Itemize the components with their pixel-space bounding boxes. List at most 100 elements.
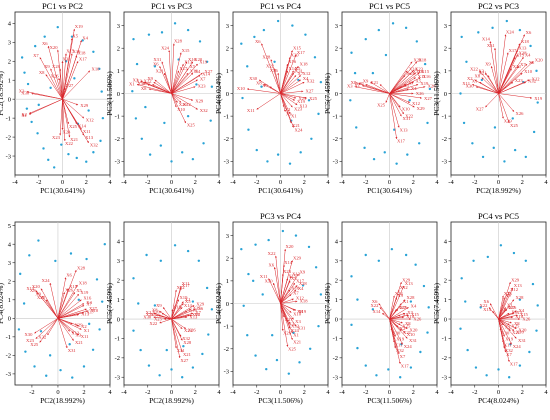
loading-label: X19 [534,96,543,101]
loading-label: X32 [200,108,209,113]
y-tick-label: -1 [224,323,229,330]
loading-arrow [171,287,182,320]
loading-label: X29 [298,96,307,101]
y-tick-label: -3 [442,159,447,166]
loading-label: X11 [462,81,470,86]
y-tick-label: 4 [444,239,448,246]
loading-label: X8 [256,81,262,86]
y-tick-label: 2 [8,59,11,66]
loading-label: X6 [269,262,275,267]
loading-arrow [498,93,515,112]
sample-point [460,277,463,280]
loading-label: X10 [407,332,416,337]
loading-arrow [57,284,78,319]
sample-point [52,166,56,169]
loading-arrow [498,316,514,320]
loading-label: X26 [416,91,425,96]
y-tick-label: -3 [115,159,120,166]
sample-point [364,253,367,257]
loading-label: X2 [285,107,291,112]
sample-point [170,368,173,371]
x-axis-label: PC1(30.641%) [149,186,194,195]
x-tick-label: -2 [363,179,368,186]
y-tick-label: 3 [444,23,447,30]
sample-point [59,368,62,372]
loading-arrow [161,312,172,320]
loading-label: X21 [479,71,488,76]
loading-label: X9 [363,78,369,83]
loading-label: X8 [474,73,480,78]
loading-arrow [498,81,527,94]
sample-point [464,300,467,303]
sample-point [511,117,514,120]
y-tick-label: -1 [115,113,120,120]
sample-point [186,249,190,253]
sample-point [262,28,266,32]
loading-arrow [171,93,177,108]
sample-point [292,331,295,335]
loading-label: X14 [184,303,193,308]
sample-point [371,71,375,75]
loading-arrow [498,93,533,99]
loading-label: X6 [153,62,159,67]
loading-arrow [389,83,419,94]
loading-label: X15 [411,312,420,317]
x-tick-label: 4 [108,389,112,396]
x-tick-label: 0 [56,389,59,396]
loading-label: X12 [86,117,95,122]
loading-arrow [389,86,426,94]
loading-label: X9 [147,76,153,81]
loading-arrow [389,318,401,364]
loading-label: X14 [202,72,211,77]
loading-arrow [57,318,82,330]
loading-arrow [498,34,507,94]
sample-point [391,22,395,25]
loading-label: X32 [505,348,514,353]
loading-label: X12 [412,101,421,106]
loading-label: X22 [266,64,275,69]
loading-label: X5 [72,34,78,39]
sample-point [139,348,142,352]
y-tick-label: 1 [8,297,11,304]
x-axis-label: PC3(11.506%) [258,396,303,405]
sample-point [254,243,257,246]
sample-point [465,60,468,64]
loading-label: X6 [483,299,489,304]
loading-label: X27 [89,306,98,311]
y-tick-label: 1 [444,68,447,75]
y-tick-label: 2 [117,278,120,285]
loading-arrow [62,70,91,100]
loading-arrow [272,282,281,304]
sample-point [182,344,185,348]
y-tick-label: 4 [8,242,12,249]
sample-point [209,119,212,122]
loading-label: X29 [196,302,205,307]
sample-point [536,101,539,104]
y-tick-label: -2 [224,136,229,143]
sample-point [535,69,538,73]
loading-label: X17 [509,48,518,53]
loading-arrow [498,318,506,349]
x-tick-label: 0 [279,179,282,186]
loading-arrow [389,318,397,349]
y-tick-label: 0 [226,91,229,98]
loading-arrow [280,56,291,94]
sample-point [460,35,463,39]
loading-label: X8 [141,86,147,91]
loading-label: X10 [90,308,99,313]
sample-point [170,160,173,163]
sample-point [417,142,421,145]
loading-label: X27 [285,317,294,322]
loading-arrow [171,318,187,329]
loading-label: X26 [51,73,60,78]
x-tick-label: 4 [435,389,439,396]
loading-label: X19 [179,295,188,300]
sample-point [135,62,139,66]
loading-arrow [389,285,405,320]
loading-arrow [280,298,294,304]
loading-label: X32 [182,336,191,341]
y-tick-label: 0 [117,316,120,323]
loading-arrow [57,312,85,319]
y-tick-label: 3 [8,260,11,267]
sample-point [406,153,409,156]
